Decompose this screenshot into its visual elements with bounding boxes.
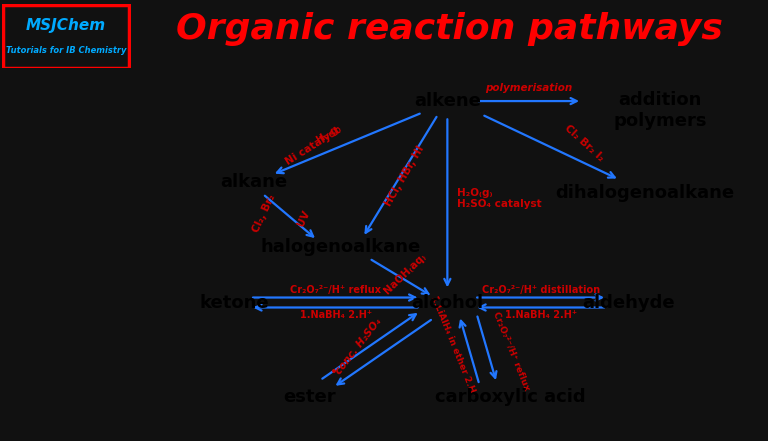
Text: ester: ester bbox=[283, 388, 336, 406]
Text: 1.LiAlH₄ in ether 2.H⁺: 1.LiAlH₄ in ether 2.H⁺ bbox=[429, 295, 478, 399]
Text: UV: UV bbox=[296, 209, 312, 228]
Text: 1.NaBH₄ 2.H⁺: 1.NaBH₄ 2.H⁺ bbox=[300, 310, 372, 320]
Text: carboxylic acid: carboxylic acid bbox=[435, 388, 585, 406]
Text: polymerisation: polymerisation bbox=[485, 83, 572, 93]
Text: H₂O₍g₎: H₂O₍g₎ bbox=[458, 188, 493, 198]
Text: H₂₍g₎: H₂₍g₎ bbox=[314, 122, 343, 145]
Text: Cr₂O₇²⁻/H⁺ distillation: Cr₂O₇²⁻/H⁺ distillation bbox=[482, 285, 600, 295]
Text: Cl₂, Br₂: Cl₂, Br₂ bbox=[250, 192, 277, 234]
Text: •: • bbox=[329, 366, 337, 379]
Text: H₂SO₄ catalyst: H₂SO₄ catalyst bbox=[458, 199, 542, 209]
Text: Cr₂O₇²⁻/H⁺ reflux: Cr₂O₇²⁻/H⁺ reflux bbox=[290, 285, 382, 295]
Text: addition
polymers: addition polymers bbox=[614, 91, 707, 130]
Text: halogenoalkane: halogenoalkane bbox=[261, 238, 421, 256]
Text: NaOH₍aq₎: NaOH₍aq₎ bbox=[382, 251, 428, 296]
Text: Organic reaction pathways: Organic reaction pathways bbox=[176, 11, 723, 46]
Text: Cr₂O₇²⁻/H⁺ reflux: Cr₂O₇²⁻/H⁺ reflux bbox=[492, 310, 531, 391]
Text: dihalogenoalkane: dihalogenoalkane bbox=[555, 184, 734, 202]
Text: alkene: alkene bbox=[414, 92, 481, 110]
Text: aldehyde: aldehyde bbox=[583, 294, 675, 311]
Text: Tutorials for IB Chemistry: Tutorials for IB Chemistry bbox=[6, 46, 126, 55]
Text: 1.NaBH₄ 2.H⁺: 1.NaBH₄ 2.H⁺ bbox=[505, 310, 577, 320]
Text: Ni catalyst: Ni catalyst bbox=[283, 125, 343, 167]
Text: ketone: ketone bbox=[200, 294, 270, 311]
Text: HCl, HBr, HI: HCl, HBr, HI bbox=[383, 144, 426, 208]
Text: Cl₂ Br₂ I₂: Cl₂ Br₂ I₂ bbox=[563, 123, 606, 163]
Text: alkane: alkane bbox=[220, 172, 287, 191]
Text: alcohol: alcohol bbox=[412, 294, 483, 311]
Text: conc. H₂SO₄: conc. H₂SO₄ bbox=[333, 317, 383, 377]
Text: MSJChem: MSJChem bbox=[26, 18, 106, 33]
